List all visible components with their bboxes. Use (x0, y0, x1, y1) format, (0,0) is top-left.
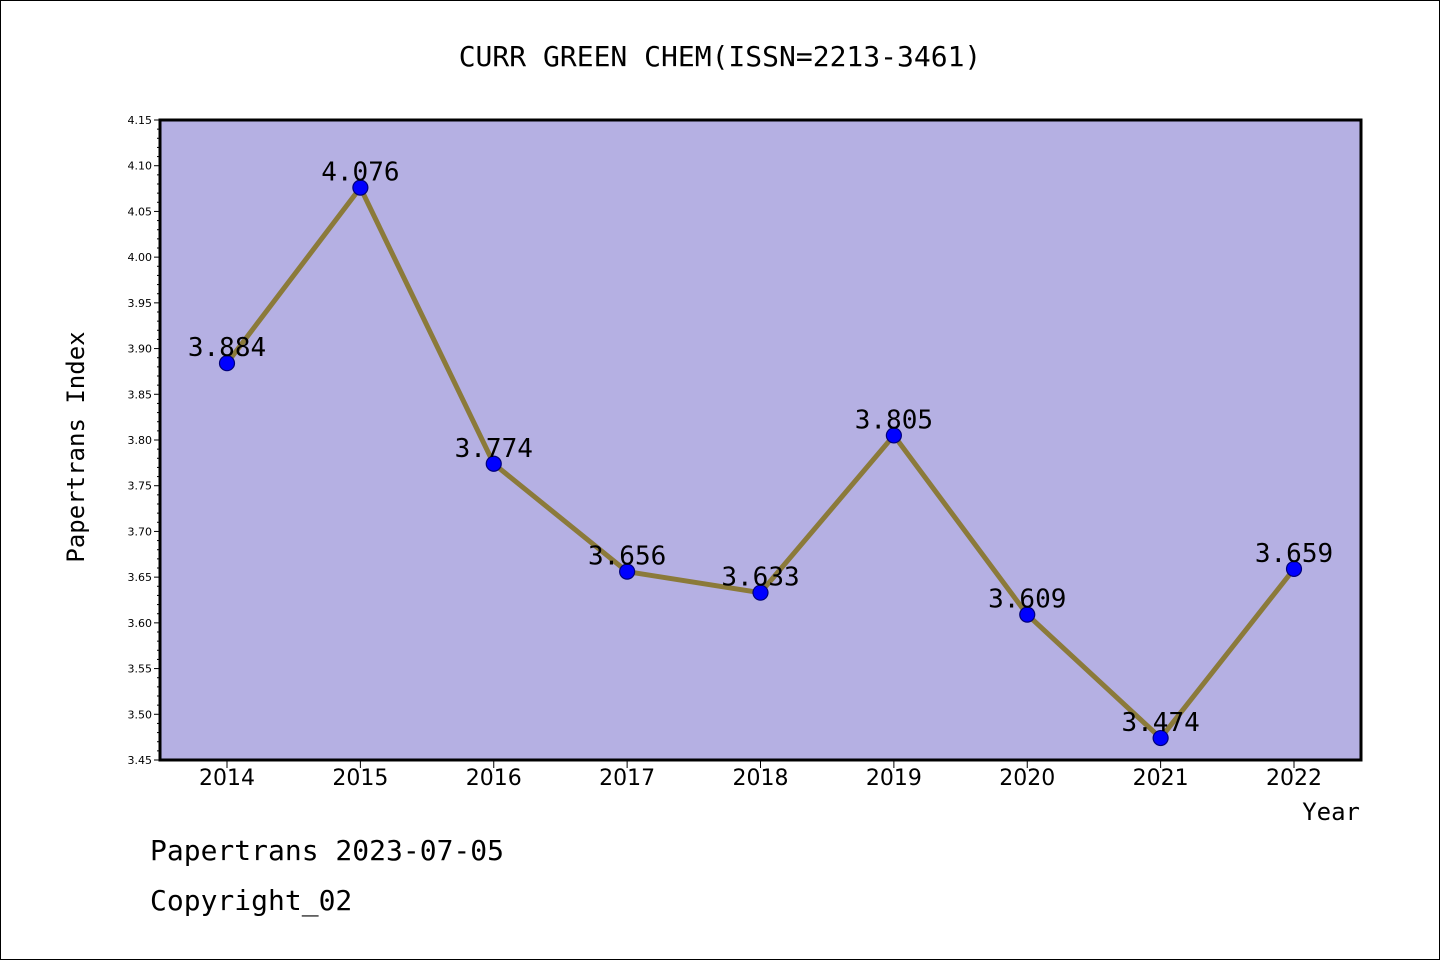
x-tick-label: 2019 (866, 766, 922, 791)
footer-copyright: Copyright_02 (150, 884, 353, 917)
data-point (485, 455, 502, 472)
x-tick-label: 2016 (466, 766, 522, 791)
y-tick-label: 3.75 (128, 480, 153, 493)
data-label: 3.659 (1255, 539, 1333, 569)
x-tick-label: 2015 (332, 766, 388, 791)
y-tick-label: 3.95 (128, 297, 153, 310)
y-tick-label: 3.50 (128, 708, 153, 721)
data-label: 3.474 (1121, 708, 1199, 738)
y-tick-label: 3.70 (128, 525, 153, 538)
data-point (1019, 606, 1036, 623)
y-tick-label: 3.90 (128, 343, 153, 356)
data-point (218, 355, 236, 372)
y-tick-label: 3.85 (128, 388, 153, 401)
y-tick-label: 4.10 (128, 160, 153, 173)
data-point (1285, 560, 1303, 578)
data-label: 3.884 (188, 333, 266, 363)
footer-date: Papertrans 2023-07-05 (150, 834, 505, 867)
x-axis-label: Year (1302, 798, 1360, 826)
y-tick-label: 3.45 (128, 754, 153, 767)
data-labels: 3.884 4.076 3.774 3.656 3.633 3.805 3.609 3.474… (188, 158, 1333, 738)
y-tick-label: 3.55 (128, 663, 153, 676)
x-tick-label: 2021 (1133, 766, 1189, 791)
data-point (619, 563, 636, 580)
data-label: 4.076 (321, 158, 399, 188)
y-tick-label: 3.60 (128, 617, 153, 630)
y-axis-label: Papertrans Index (62, 331, 90, 562)
data-point (1152, 729, 1169, 747)
x-tick-label: 2020 (999, 766, 1055, 791)
y-tick-label: 3.65 (128, 571, 153, 584)
data-label: 3.656 (588, 542, 666, 572)
data-label: 3.609 (988, 585, 1066, 615)
y-axis: 3.45 3.50 3.55 3.60 3.65 3.70 3.75 3.80 3.85 3.90… (128, 114, 160, 767)
data-label: 3.805 (855, 405, 933, 435)
x-tick-label: 2018 (733, 766, 789, 791)
y-tick-label: 4.05 (128, 205, 153, 218)
x-tick-label: 2022 (1266, 766, 1322, 791)
chart-title: CURR GREEN CHEM(ISSN=2213-3461) (459, 40, 982, 73)
data-label: 3.633 (721, 563, 799, 593)
data-point (885, 427, 902, 444)
x-tick-label: 2014 (199, 766, 255, 791)
x-axis: 2014 2015 2016 2017 2018 2019 2020 2021 2022 (199, 760, 1322, 791)
x-tick-label: 2017 (599, 766, 655, 791)
y-tick-label: 4.15 (128, 114, 153, 127)
y-tick-label: 3.80 (128, 434, 153, 447)
data-points (218, 179, 1303, 747)
y-tick-label: 4.00 (128, 251, 153, 264)
data-point (352, 179, 369, 196)
plot-area (158, 118, 1363, 762)
data-label: 3.774 (455, 434, 533, 464)
data-point (752, 584, 769, 601)
